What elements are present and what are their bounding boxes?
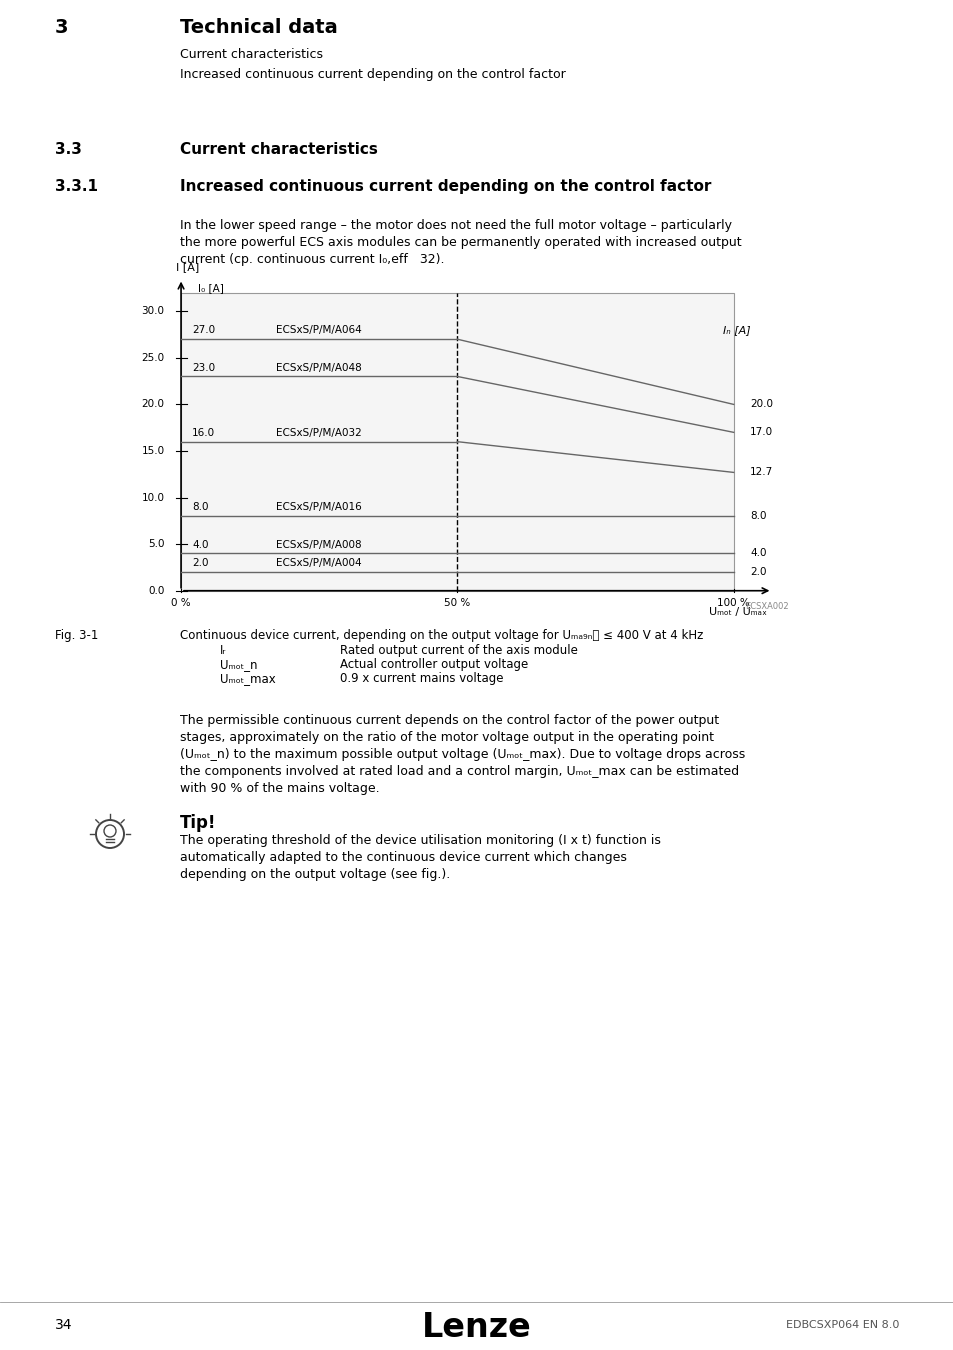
Text: Uₘₒₜ_max: Uₘₒₜ_max: [220, 672, 275, 684]
Text: 20.0: 20.0: [141, 400, 164, 409]
Text: 2.0: 2.0: [749, 567, 766, 576]
Text: automatically adapted to the continuous device current which changes: automatically adapted to the continuous …: [180, 850, 626, 864]
Text: 0.0: 0.0: [148, 586, 164, 595]
Text: 5.0: 5.0: [148, 539, 164, 549]
Text: Lenze: Lenze: [421, 1311, 532, 1345]
Text: ECSxS/P/M/A016: ECSxS/P/M/A016: [276, 502, 362, 513]
Text: 30.0: 30.0: [141, 306, 164, 316]
Text: Increased continuous current depending on the control factor: Increased continuous current depending o…: [180, 68, 565, 81]
FancyBboxPatch shape: [181, 293, 733, 591]
Text: with 90 % of the mains voltage.: with 90 % of the mains voltage.: [180, 782, 379, 795]
Text: 20.0: 20.0: [749, 400, 773, 409]
Text: Fig. 3-1: Fig. 3-1: [55, 629, 98, 643]
Text: ECSxS/P/M/A032: ECSxS/P/M/A032: [276, 428, 362, 437]
Text: (Uₘₒₜ_n) to the maximum possible output voltage (Uₘₒₜ_max). Due to voltage drops: (Uₘₒₜ_n) to the maximum possible output …: [180, 748, 744, 761]
Text: 15.0: 15.0: [141, 446, 164, 456]
Text: 25.0: 25.0: [141, 352, 164, 363]
Text: Uₘₒₜ / Uₘₐₓ: Uₘₒₜ / Uₘₐₓ: [708, 608, 766, 617]
Text: 12.7: 12.7: [749, 467, 773, 478]
Text: 0.9 x current mains voltage: 0.9 x current mains voltage: [339, 672, 503, 684]
Text: 8.0: 8.0: [749, 512, 766, 521]
Text: 2.0: 2.0: [192, 559, 209, 568]
Text: 3.3.1: 3.3.1: [55, 180, 98, 194]
Text: 23.0: 23.0: [192, 363, 215, 373]
Text: ECSxS/P/M/A048: ECSxS/P/M/A048: [276, 363, 362, 373]
Text: EDBCSXP064 EN 8.0: EDBCSXP064 EN 8.0: [785, 1320, 898, 1330]
Text: 16.0: 16.0: [192, 428, 215, 437]
Text: Technical data: Technical data: [180, 18, 337, 36]
Text: Iₙ [A]: Iₙ [A]: [721, 325, 749, 335]
Text: Actual controller output voltage: Actual controller output voltage: [339, 657, 528, 671]
Text: Increased continuous current depending on the control factor: Increased continuous current depending o…: [180, 180, 711, 194]
Text: I₀ [A]: I₀ [A]: [197, 284, 223, 293]
Text: 34: 34: [55, 1318, 72, 1332]
Text: Tip!: Tip!: [180, 814, 216, 832]
Text: 50 %: 50 %: [444, 598, 470, 608]
Text: I [A]: I [A]: [175, 262, 198, 273]
Text: 8.0: 8.0: [192, 502, 209, 513]
Text: 3.3: 3.3: [55, 142, 82, 157]
Text: the components involved at rated load and a control margin, Uₘₒₜ_max can be esti: the components involved at rated load an…: [180, 765, 739, 778]
Text: 10.0: 10.0: [141, 493, 164, 502]
Text: Current characteristics: Current characteristics: [180, 142, 377, 157]
Text: 100 %: 100 %: [717, 598, 749, 608]
Text: Iᵣ: Iᵣ: [220, 644, 226, 657]
Text: ECSxS/P/M/A008: ECSxS/P/M/A008: [276, 540, 361, 549]
Text: 17.0: 17.0: [749, 428, 773, 437]
Text: depending on the output voltage (see fig.).: depending on the output voltage (see fig…: [180, 868, 450, 882]
Text: Current characteristics: Current characteristics: [180, 49, 323, 61]
Text: The operating threshold of the device utilisation monitoring (I x t) function is: The operating threshold of the device ut…: [180, 834, 660, 846]
Text: In the lower speed range – the motor does not need the full motor voltage – part: In the lower speed range – the motor doe…: [180, 219, 731, 232]
Text: 27.0: 27.0: [192, 325, 215, 336]
Text: ECSxS/P/M/A004: ECSxS/P/M/A004: [276, 559, 361, 568]
Text: 4.0: 4.0: [192, 540, 209, 549]
Text: ECSxS/P/M/A064: ECSxS/P/M/A064: [276, 325, 362, 336]
Text: 3: 3: [55, 18, 69, 36]
Text: 0 %: 0 %: [171, 598, 191, 608]
Text: ECSXA002: ECSXA002: [744, 602, 788, 612]
Text: Uₘₒₜ_n: Uₘₒₜ_n: [220, 657, 257, 671]
Text: stages, approximately on the ratio of the motor voltage output in the operating : stages, approximately on the ratio of th…: [180, 730, 713, 744]
Text: the more powerful ECS axis modules can be permanently operated with increased ou: the more powerful ECS axis modules can b…: [180, 236, 740, 248]
Text: The permissible continuous current depends on the control factor of the power ou: The permissible continuous current depen…: [180, 714, 719, 728]
Text: 4.0: 4.0: [749, 548, 766, 559]
Text: Rated output current of the axis module: Rated output current of the axis module: [339, 644, 578, 657]
Text: current (cp. continuous current I₀,eff   32).: current (cp. continuous current I₀,eff 3…: [180, 252, 444, 266]
Text: Continuous device current, depending on the output voltage for Uₘₐ₉ₙ⁳ ≤ 400 V at: Continuous device current, depending on …: [180, 629, 702, 643]
